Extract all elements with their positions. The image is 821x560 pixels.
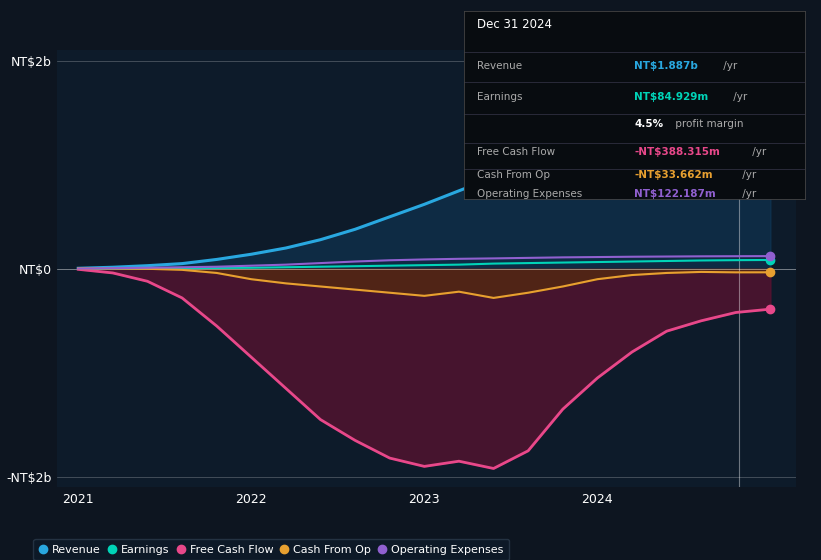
Text: /yr: /yr [739,189,756,199]
Text: NT$84.929m: NT$84.929m [635,92,709,102]
Text: /yr: /yr [730,92,747,102]
Text: 4.5%: 4.5% [635,119,663,129]
Text: NT$1.887b: NT$1.887b [635,60,698,71]
Text: /yr: /yr [749,147,766,157]
Text: Earnings: Earnings [478,92,523,102]
Text: -NT$33.662m: -NT$33.662m [635,170,713,180]
Text: NT$122.187m: NT$122.187m [635,189,716,199]
Text: Operating Expenses: Operating Expenses [478,189,583,199]
Text: Dec 31 2024: Dec 31 2024 [478,18,553,31]
Text: -NT$388.315m: -NT$388.315m [635,147,720,157]
Text: profit margin: profit margin [672,119,744,129]
Text: /yr: /yr [720,60,737,71]
Text: /yr: /yr [739,170,756,180]
Text: Free Cash Flow: Free Cash Flow [478,147,556,157]
Text: Cash From Op: Cash From Op [478,170,551,180]
Legend: Revenue, Earnings, Free Cash Flow, Cash From Op, Operating Expenses: Revenue, Earnings, Free Cash Flow, Cash … [34,539,509,560]
Text: Revenue: Revenue [478,60,523,71]
